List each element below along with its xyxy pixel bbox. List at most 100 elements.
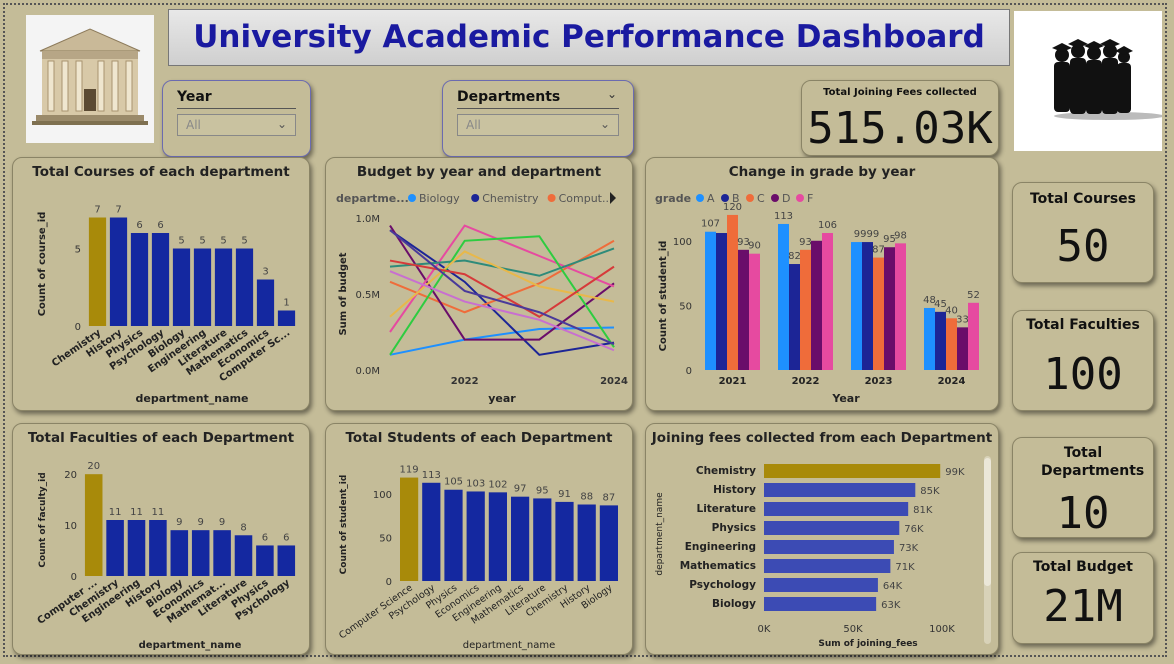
chevron-down-icon[interactable]: ⌄ <box>276 117 287 131</box>
bar <box>822 233 833 370</box>
fees-chart-scrollbar-thumb[interactable] <box>984 458 991 586</box>
bar <box>488 492 508 581</box>
courses-chart-title: Total Courses of each department <box>32 164 290 180</box>
bar <box>764 540 894 554</box>
data-label: 7 <box>94 205 100 216</box>
data-label: 5 <box>199 236 205 247</box>
data-label: 9 <box>198 517 204 528</box>
bar <box>151 233 170 326</box>
kpi-total-departments-label: Total Departments <box>1041 445 1145 479</box>
data-label: 95 <box>536 485 549 496</box>
series-line <box>389 326 615 356</box>
data-label: 6 <box>136 220 142 231</box>
bar <box>884 247 895 370</box>
data-label: 76K <box>904 524 924 535</box>
data-label: 97 <box>514 484 527 495</box>
series-line <box>389 259 615 318</box>
fees-chart-scrollbar[interactable] <box>984 456 991 644</box>
y-tick-label: 20 <box>64 470 77 481</box>
chevron-down-icon[interactable]: ⌄ <box>606 87 617 101</box>
x-axis-label: Year <box>831 392 860 405</box>
departments-dropdown[interactable]: All ⌄ <box>457 114 619 136</box>
bar <box>555 501 574 581</box>
data-label: 88 <box>580 492 593 503</box>
bar <box>764 521 900 535</box>
data-label: 45 <box>934 299 947 310</box>
data-label: 98 <box>894 230 907 241</box>
data-label: 9999 <box>854 229 879 240</box>
bar <box>957 327 968 370</box>
legend-label: A <box>707 192 715 205</box>
y-tick-label: Physics <box>712 522 756 534</box>
data-label: 6 <box>262 532 268 543</box>
graduates-image <box>1014 11 1164 151</box>
data-label: 93 <box>737 237 750 248</box>
bar <box>789 264 800 370</box>
year-slicer-underline <box>177 108 296 109</box>
bar <box>235 248 254 326</box>
data-label: 99K <box>945 467 965 478</box>
y-axis-label: Sum of budget <box>338 252 349 335</box>
budget-chart-title: Budget by year and department <box>356 164 602 180</box>
y-axis-label: Count of student_id <box>339 475 349 575</box>
y-tick-label: 0.0M <box>355 366 380 377</box>
kpi-total-courses-label: Total Courses <box>1029 191 1137 207</box>
kpi-total-courses-value: 50 <box>1056 221 1110 272</box>
series-line <box>389 224 615 333</box>
bar <box>533 498 552 581</box>
legend-marker <box>721 194 729 202</box>
data-label: 87 <box>872 245 885 256</box>
bar <box>214 248 233 326</box>
bar <box>764 464 941 478</box>
students-chart-title: Total Students of each Department <box>345 430 613 446</box>
data-label: 3 <box>262 267 268 278</box>
kpi-total-budget: Total Budget 21M <box>1012 552 1154 644</box>
data-label: 103 <box>466 478 485 489</box>
bar <box>149 520 167 576</box>
y-tick-label: 0 <box>686 366 692 377</box>
fees-chart-card: Joining fees collected from each Departm… <box>645 423 999 655</box>
bar <box>749 253 760 370</box>
data-label: 1 <box>283 298 289 309</box>
y-tick-label: 0 <box>75 322 81 333</box>
bar <box>109 217 128 326</box>
bar <box>510 496 530 581</box>
year-dropdown-value: All <box>186 118 201 132</box>
data-label: 71K <box>895 562 915 573</box>
data-label: 11 <box>152 507 165 518</box>
bar <box>800 249 811 370</box>
data-label: 120 <box>723 202 742 213</box>
data-label: 93 <box>799 237 812 248</box>
data-label: 85K <box>920 486 940 497</box>
x-axis-label: department_name <box>463 640 556 651</box>
fees-chart: Chemistry 99K History 85K Literature 81K Physi… <box>655 464 965 649</box>
y-tick-label: 50 <box>379 534 392 545</box>
legend-marker <box>471 194 480 202</box>
bar <box>256 279 275 326</box>
y-tick-label: Psychology <box>689 579 756 591</box>
year-dropdown[interactable]: All ⌄ <box>177 114 296 136</box>
legend-next-icon <box>610 192 616 204</box>
bar <box>811 240 822 370</box>
bar <box>84 474 103 576</box>
data-label: 113 <box>774 211 793 222</box>
bar <box>130 233 149 326</box>
data-label: 105 <box>444 477 463 488</box>
year-slicer[interactable]: Year All ⌄ <box>162 80 311 157</box>
y-tick-label: Biology <box>712 598 756 610</box>
bar <box>764 483 916 497</box>
series-line <box>389 229 615 356</box>
bar <box>106 520 124 576</box>
bar <box>234 535 253 576</box>
legend-label: Biology <box>419 192 460 205</box>
y-tick-label: History <box>713 484 756 496</box>
students-chart-card: Total Students of each Department 0 50 100… <box>325 423 633 655</box>
kpi-total-budget-value: 21M <box>1043 581 1123 632</box>
y-tick-label: Mathematics <box>680 560 756 572</box>
data-label: 11 <box>130 507 143 518</box>
departments-slicer[interactable]: Departments ⌄ All ⌄ <box>442 80 634 157</box>
x-axis-label: year <box>488 392 516 405</box>
chevron-down-icon[interactable]: ⌄ <box>599 117 610 131</box>
x-tick-label: 2024 <box>600 376 628 387</box>
courses-chart: 057Chemistry7History6Physics6Psychology5… <box>37 205 296 405</box>
